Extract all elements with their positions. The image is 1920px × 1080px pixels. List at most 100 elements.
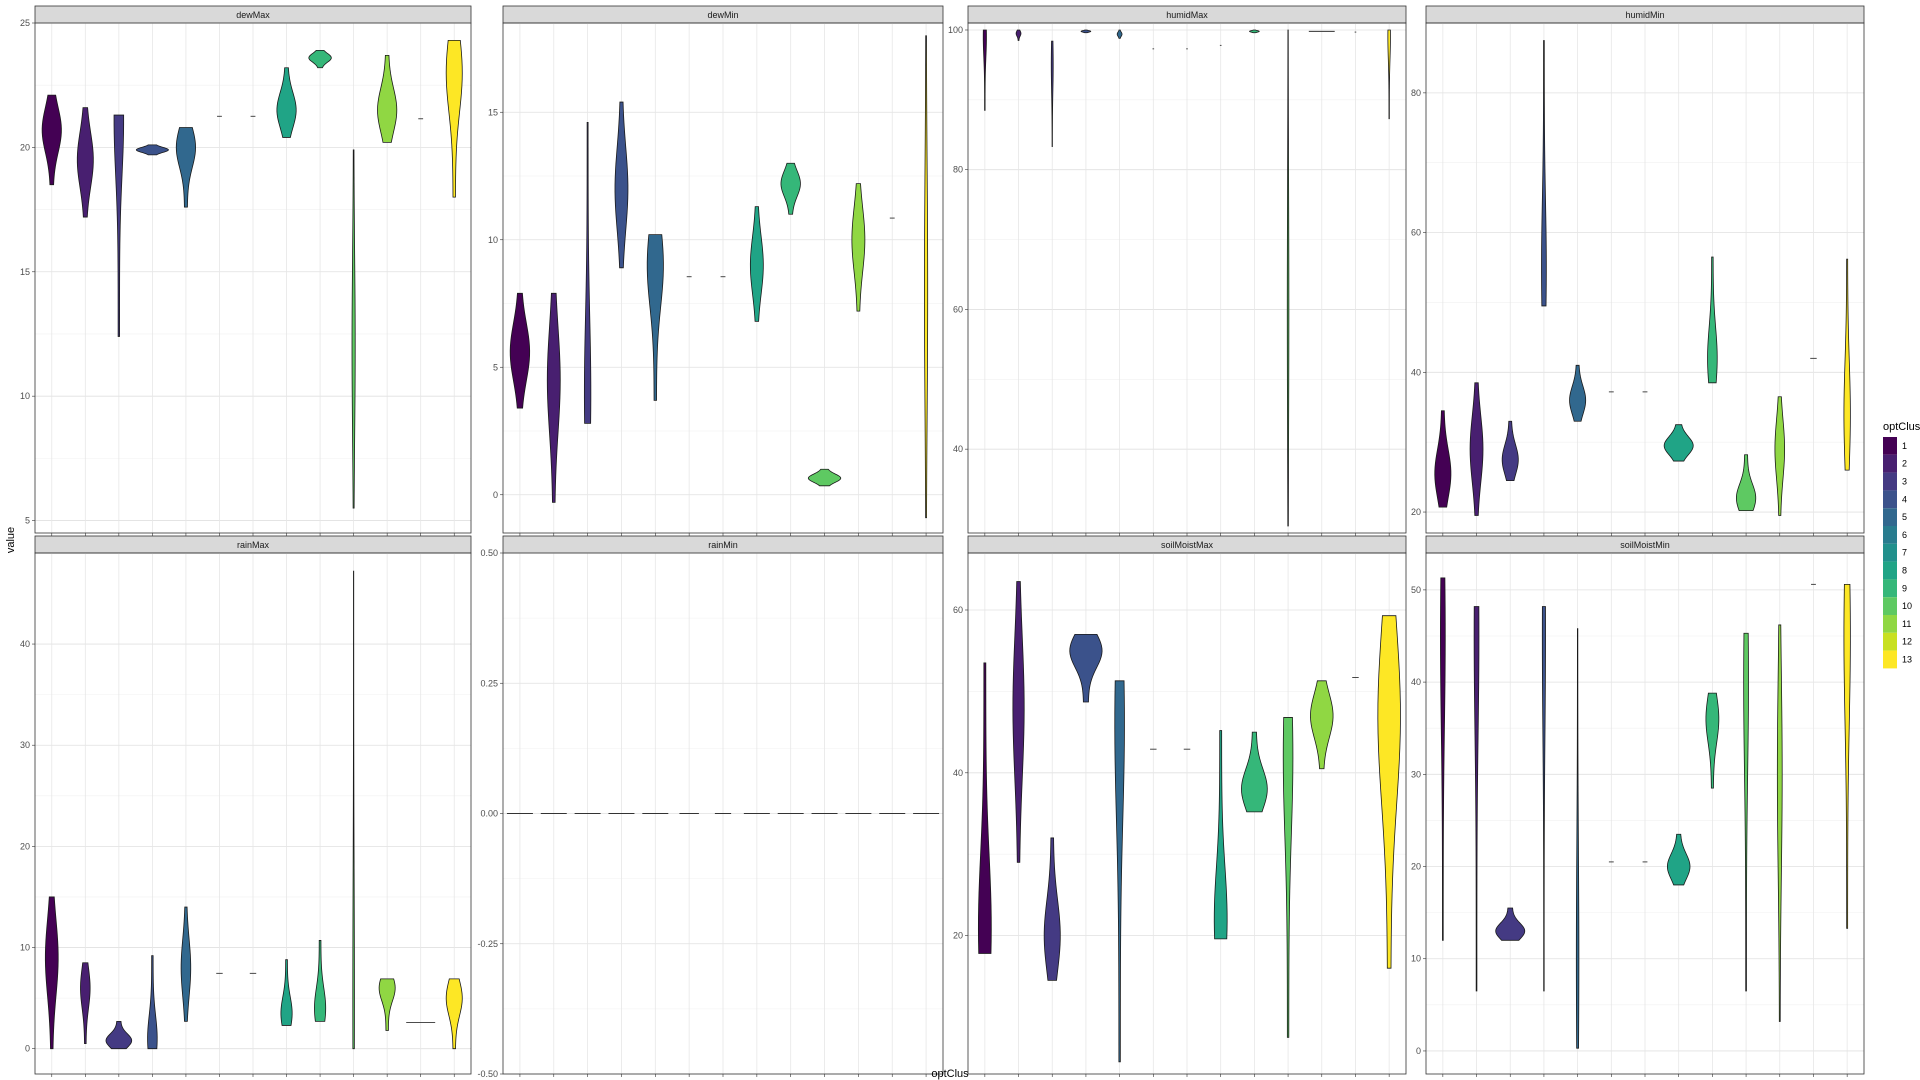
legend-label: 9 — [1902, 583, 1907, 593]
legend-key-10 — [1883, 597, 1897, 615]
violin-cluster-13 — [445, 978, 463, 1050]
y-tick-label: 40 — [1411, 677, 1421, 687]
y-tick-label: 60 — [953, 304, 963, 314]
panel-rainMin: rainMin -0.50 -0.25 0.00 0.25 0.50 — [477, 535, 944, 1079]
legend-label: 2 — [1902, 459, 1907, 469]
violin-cluster-8 — [1666, 833, 1691, 886]
violin-cluster-9 — [1249, 29, 1260, 34]
violin-cluster-11 — [1310, 680, 1334, 770]
violin-cluster-2 — [1012, 581, 1025, 863]
panel-soilMoistMax: soilMoistMax 20 40 60 — [953, 535, 1407, 1077]
y-tick-label: -0.25 — [477, 939, 498, 949]
y-tick-label: 0 — [25, 1044, 30, 1054]
violin-cluster-4 — [1541, 40, 1547, 307]
violin-cluster-2 — [76, 107, 94, 218]
panel-dewMin: dewMin 0 5 10 15 — [488, 5, 944, 536]
y-tick-label: 0 — [1416, 1046, 1421, 1056]
violin-cluster-1 — [44, 896, 59, 1050]
violin-cluster-1 — [1434, 410, 1452, 508]
violin-cluster-4 — [147, 955, 158, 1050]
violin-cluster-11 — [378, 978, 396, 1031]
legend-key-12 — [1883, 632, 1897, 651]
violin-cluster-8 — [749, 206, 764, 322]
y-tick-label: 0.25 — [480, 678, 498, 688]
legend-label: 12 — [1902, 637, 1912, 647]
violin-cluster-8 — [276, 67, 297, 138]
legend-label: 4 — [1902, 494, 1907, 504]
legend-key-7 — [1883, 543, 1897, 562]
violin-cluster-9 — [1707, 256, 1718, 384]
facet-strip-label: rainMin — [708, 540, 738, 550]
violin-cluster-13 — [1377, 615, 1401, 969]
y-tick-label: 80 — [953, 165, 963, 175]
y-tick-label: 20 — [953, 931, 963, 941]
violin-cluster-10 — [1282, 717, 1294, 1038]
violin-cluster-4 — [135, 144, 169, 156]
violin-cluster-8 — [1213, 730, 1228, 940]
violin-cluster-4 — [1080, 29, 1092, 34]
violin-cluster-4 — [1069, 634, 1103, 703]
violin-cluster-3 — [113, 114, 125, 337]
violin-cluster-5 — [646, 234, 664, 401]
y-tick-label: 10 — [1411, 954, 1421, 964]
violin-cluster-2 — [546, 292, 561, 503]
y-tick-label: 15 — [20, 267, 30, 277]
y-tick-label: 60 — [1411, 228, 1421, 238]
y-tick-label: 10 — [20, 391, 30, 401]
violin-cluster-5 — [1575, 628, 1580, 1049]
facet-strip-label: humidMax — [1166, 10, 1208, 20]
legend-label: 7 — [1902, 548, 1907, 558]
facet-strip-label: dewMax — [236, 10, 270, 20]
legend-label: 10 — [1902, 601, 1912, 611]
y-tick-label: 20 — [1411, 862, 1421, 872]
legend-title: optClus — [1883, 421, 1920, 433]
facet-strip-label: soilMoistMin — [1620, 540, 1670, 550]
y-tick-label: 0.00 — [480, 809, 498, 819]
violin-cluster-3 — [1043, 837, 1061, 981]
y-tick-label: 0.50 — [480, 548, 498, 558]
y-tick-label: 10 — [488, 235, 498, 245]
legend-key-2 — [1883, 454, 1897, 473]
violin-cluster-4 — [1541, 606, 1546, 992]
violin-cluster-5 — [180, 906, 192, 1022]
legend-label: 1 — [1902, 441, 1907, 451]
violin-cluster-2 — [80, 962, 91, 1045]
violin-cluster-8 — [1663, 424, 1694, 462]
violin-cluster-3 — [1501, 420, 1519, 482]
violin-cluster-11 — [377, 54, 398, 143]
y-tick-label: 20 — [20, 142, 30, 152]
y-tick-label: 80 — [1411, 88, 1421, 98]
y-tick-label: 40 — [953, 444, 963, 454]
violin-cluster-10 — [1735, 454, 1757, 512]
y-tick-label: 50 — [1411, 585, 1421, 595]
legend-key-4 — [1883, 490, 1897, 509]
panel-rainMax: rainMax 0 10 20 30 40 — [20, 535, 472, 1077]
panel-dewMax: dewMax 5 10 15 20 25 — [20, 5, 472, 536]
panel-humidMax: humidMax 40 60 80 100 — [948, 5, 1407, 536]
y-tick-label: 40 — [1411, 367, 1421, 377]
y-tick-label: 15 — [488, 107, 498, 117]
violin-cluster-2 — [1473, 606, 1480, 992]
violin-cluster-5 — [175, 127, 196, 208]
violin-cluster-9 — [314, 940, 327, 1022]
y-tick-label: 40 — [953, 768, 963, 778]
violin-cluster-9 — [1705, 692, 1720, 789]
y-tick-label: 30 — [20, 740, 30, 750]
violin-cluster-4 — [614, 101, 629, 269]
violin-cluster-10 — [1743, 632, 1749, 992]
x-axis-title: optClus — [931, 1068, 969, 1080]
y-tick-label: -0.50 — [477, 1069, 498, 1079]
violin-cluster-2 — [1469, 382, 1484, 516]
facet-panels: dewMax 5 10 15 20 25 dewMin 0 5 10 15 humidMax 40 60 8… — [20, 5, 1865, 1079]
violin-cluster-13 — [445, 40, 463, 198]
violin-cluster-8 — [280, 959, 293, 1026]
violin-cluster-10 — [351, 149, 356, 509]
legend-label: 6 — [1902, 530, 1907, 540]
y-tick-label: 5 — [493, 362, 498, 372]
violin-cluster-13 — [1843, 583, 1851, 929]
violin-cluster-9 — [1241, 731, 1268, 813]
y-tick-label: 25 — [20, 18, 30, 28]
violin-cluster-1 — [982, 29, 987, 111]
